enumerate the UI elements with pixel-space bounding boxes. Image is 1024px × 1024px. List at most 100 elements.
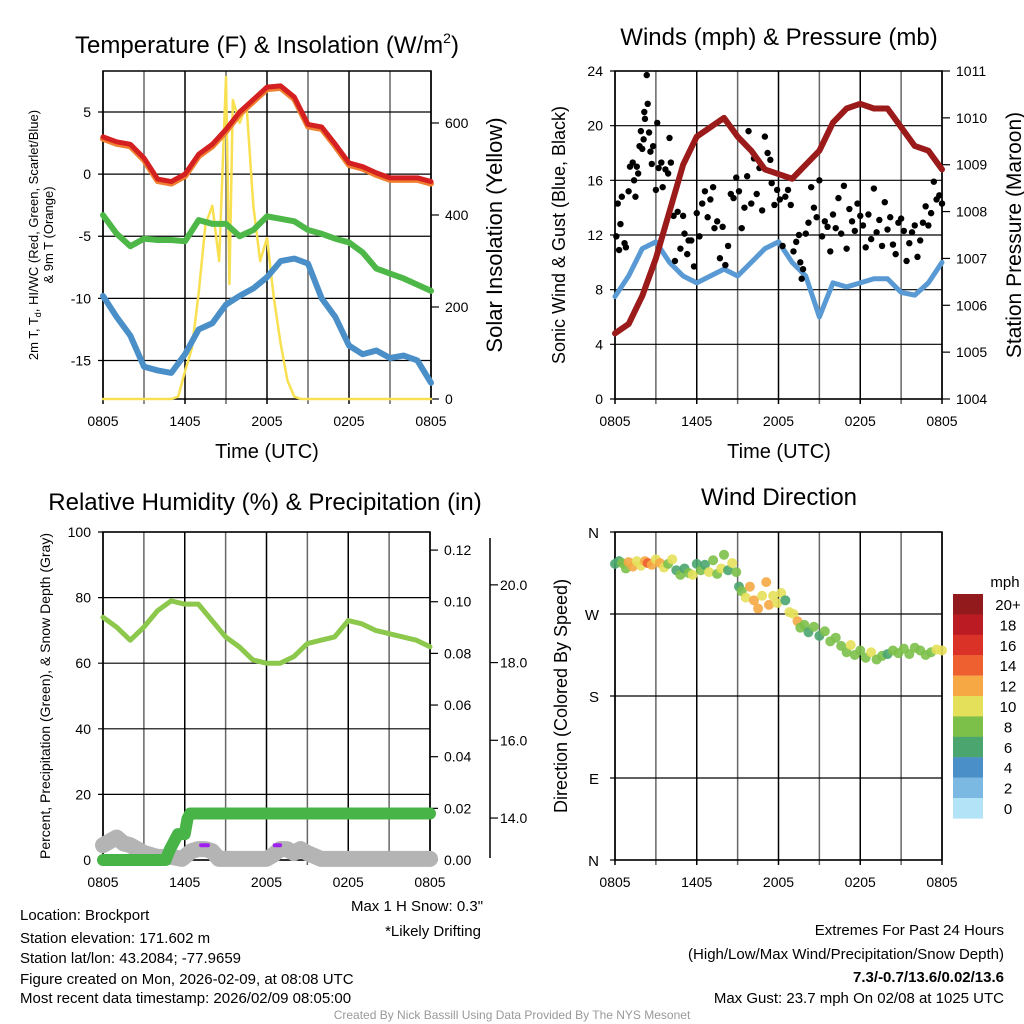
gust-point	[615, 246, 623, 254]
pressure-y-axis-label: Station Pressure (Maroon)	[1003, 112, 1024, 358]
extremes-values: 7.3/-0.7/13.6/0.02/13.6	[853, 969, 1004, 986]
gust-point	[911, 222, 918, 229]
wind-direction-point	[744, 581, 755, 592]
gust-point	[787, 201, 794, 209]
precip-axis-tick-label: 0.12	[444, 542, 471, 558]
gust-point	[654, 119, 661, 127]
humidity-y-tick-label: 40	[75, 721, 91, 737]
extremes-subtitle: (High/Low/Max Wind/Precipitation/Snow De…	[688, 946, 1004, 963]
credit-text: Created By Nick Bassill Using Data Provi…	[334, 1008, 691, 1022]
temperature-chart-title: Temperature (F) & Insolation (W/m2)	[75, 30, 459, 59]
solar-y-axis-label: Solar Insolation (Yellow)	[482, 117, 507, 352]
gust-point	[753, 190, 760, 198]
wind-y-tick-label: 20	[587, 118, 603, 134]
colorbar-label: 4	[1004, 760, 1012, 777]
gust-point	[632, 193, 639, 200]
gust-point	[854, 200, 861, 207]
gust-point	[925, 222, 932, 229]
wind-direction-point	[687, 569, 698, 580]
gust-point	[748, 200, 755, 207]
gust-point	[903, 257, 910, 265]
max-gust-text: Max Gust: 23.7 mph On 02/08 at 1025 UTC	[714, 990, 1004, 1007]
pressure-axis-tick-label: 1011	[956, 63, 986, 79]
latlon-text: Station lat/lon: 43.2084; -77.9659	[20, 950, 241, 967]
wind-direction-chart-title: Wind Direction	[701, 484, 857, 511]
gust-point	[719, 223, 726, 230]
gust-point	[707, 196, 714, 203]
temperature-y-tick-label: -10	[71, 290, 91, 306]
gust-point	[821, 218, 829, 225]
gust-point	[677, 245, 684, 252]
gust-point	[716, 255, 724, 262]
gust-point	[813, 214, 820, 221]
colorbar-title: mph	[990, 574, 1019, 591]
gust-point	[693, 209, 700, 217]
gust-point	[876, 216, 883, 224]
colorbar-label: 20+	[995, 597, 1021, 614]
gust-point	[666, 134, 673, 142]
wind-direction-point	[866, 647, 877, 658]
gust-point	[640, 136, 647, 143]
colorbar-swatch	[953, 675, 983, 697]
gust-point	[795, 231, 803, 239]
likely-drifting-text: *Likely Drifting	[385, 923, 481, 940]
humidity-x-tick-label: 1405	[169, 874, 200, 890]
colorbar-label: 18	[1000, 617, 1017, 634]
gust-point	[936, 192, 943, 199]
temperature-plot-frame	[102, 70, 432, 400]
wind-direction-point	[808, 621, 819, 632]
gust-point	[881, 199, 888, 206]
humidity-x-tick-label: 0805	[87, 874, 118, 890]
gust-point	[768, 179, 775, 187]
gust-point	[771, 201, 778, 209]
gust-point	[799, 265, 807, 273]
wind-direction-point	[757, 590, 768, 601]
direction-x-tick-label: 0805	[599, 874, 630, 890]
gust-point	[867, 235, 875, 243]
colorbar-label: 8	[1004, 719, 1012, 736]
direction-x-tick-label: 1405	[681, 874, 712, 890]
precip-axis-tick-label: 0.06	[444, 697, 471, 713]
elevation-text: Station elevation: 171.602 m	[20, 930, 210, 947]
pressure-axis-tick-label: 1005	[956, 344, 987, 360]
relative-humidity-line	[100, 598, 433, 666]
gust-point	[733, 174, 740, 181]
direction-y-tick-label: N	[588, 525, 599, 542]
wind-direction-point	[748, 595, 759, 606]
gust-point	[767, 156, 774, 164]
direction-x-tick-label: 0805	[926, 874, 957, 890]
gust-point	[843, 245, 850, 252]
colorbar-swatch	[953, 614, 983, 635]
wind-y-tick-label: 12	[587, 227, 603, 243]
gust-point	[633, 163, 640, 170]
gust-point	[865, 211, 872, 218]
wind-direction-point	[772, 598, 783, 609]
wind-direction-point	[841, 647, 852, 658]
gust-point	[824, 223, 831, 230]
wind-direction-point	[719, 549, 729, 560]
wind-direction-point	[704, 567, 715, 578]
wind-y-tick-label: 16	[587, 172, 603, 188]
gust-point	[625, 188, 632, 195]
gust-point	[648, 160, 655, 168]
snow-depth-axis-tick-label: 14.0	[500, 810, 527, 826]
gust-point	[699, 200, 706, 207]
gust-point	[645, 129, 653, 136]
direction-y-tick-label: S	[589, 689, 599, 706]
winds-x-tick-label: 1405	[681, 413, 712, 429]
wind-direction-point	[788, 609, 799, 619]
gust-point	[889, 241, 897, 248]
pressure-axis-tick-label: 1004	[956, 391, 987, 407]
gust-point	[738, 224, 745, 232]
recent-data-text: Most recent data timestamp: 2026/02/09 0…	[20, 990, 351, 1007]
gust-point	[906, 240, 913, 247]
gust-point	[776, 196, 784, 203]
gust-point	[758, 207, 766, 214]
figure-created-text: Figure created on Mon, 2026-02-09, at 08…	[20, 971, 354, 988]
humidity-y-tick-label: 80	[75, 590, 91, 606]
precip-axis-tick-label: 0.04	[444, 749, 471, 765]
gust-point	[870, 185, 878, 192]
wind-y-tick-label: 0	[595, 391, 603, 407]
colorbar-swatch	[953, 798, 983, 819]
wind-direction-point	[727, 557, 738, 568]
